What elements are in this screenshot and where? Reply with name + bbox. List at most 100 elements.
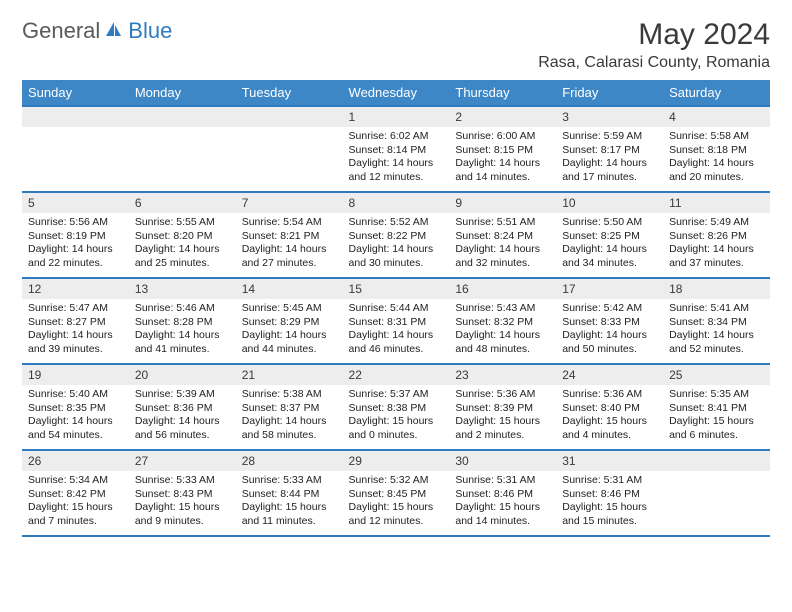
day-number: 31 [556, 451, 663, 471]
calendar-day-cell: 4Sunrise: 5:58 AMSunset: 8:18 PMDaylight… [663, 106, 770, 192]
day-details: Sunrise: 5:35 AMSunset: 8:41 PMDaylight:… [663, 385, 770, 447]
day-details: Sunrise: 5:50 AMSunset: 8:25 PMDaylight:… [556, 213, 663, 275]
day-number: 28 [236, 451, 343, 471]
day-header: Monday [129, 80, 236, 106]
day-number: 10 [556, 193, 663, 213]
logo-sail-icon [104, 20, 124, 43]
calendar-day-cell [129, 106, 236, 192]
day-details: Sunrise: 5:39 AMSunset: 8:36 PMDaylight:… [129, 385, 236, 447]
calendar-day-cell: 7Sunrise: 5:54 AMSunset: 8:21 PMDaylight… [236, 192, 343, 278]
day-number: 21 [236, 365, 343, 385]
day-details: Sunrise: 5:59 AMSunset: 8:17 PMDaylight:… [556, 127, 663, 189]
calendar-day-cell: 24Sunrise: 5:36 AMSunset: 8:40 PMDayligh… [556, 364, 663, 450]
day-details: Sunrise: 5:31 AMSunset: 8:46 PMDaylight:… [556, 471, 663, 533]
calendar-day-cell: 19Sunrise: 5:40 AMSunset: 8:35 PMDayligh… [22, 364, 129, 450]
calendar-day-cell: 12Sunrise: 5:47 AMSunset: 8:27 PMDayligh… [22, 278, 129, 364]
day-number: 3 [556, 107, 663, 127]
calendar-day-cell: 11Sunrise: 5:49 AMSunset: 8:26 PMDayligh… [663, 192, 770, 278]
day-number: 17 [556, 279, 663, 299]
day-details: Sunrise: 5:37 AMSunset: 8:38 PMDaylight:… [343, 385, 450, 447]
calendar-week-row: 1Sunrise: 6:02 AMSunset: 8:14 PMDaylight… [22, 106, 770, 192]
day-details: Sunrise: 5:36 AMSunset: 8:39 PMDaylight:… [449, 385, 556, 447]
day-number: 27 [129, 451, 236, 471]
day-number: 29 [343, 451, 450, 471]
day-details: Sunrise: 5:31 AMSunset: 8:46 PMDaylight:… [449, 471, 556, 533]
day-header: Wednesday [343, 80, 450, 106]
calendar-day-cell: 17Sunrise: 5:42 AMSunset: 8:33 PMDayligh… [556, 278, 663, 364]
day-number: 9 [449, 193, 556, 213]
calendar-day-cell [663, 450, 770, 536]
calendar-day-cell: 30Sunrise: 5:31 AMSunset: 8:46 PMDayligh… [449, 450, 556, 536]
day-details: Sunrise: 5:34 AMSunset: 8:42 PMDaylight:… [22, 471, 129, 533]
calendar-day-cell: 15Sunrise: 5:44 AMSunset: 8:31 PMDayligh… [343, 278, 450, 364]
calendar-day-cell: 14Sunrise: 5:45 AMSunset: 8:29 PMDayligh… [236, 278, 343, 364]
day-number: 23 [449, 365, 556, 385]
day-number: 25 [663, 365, 770, 385]
calendar-week-row: 19Sunrise: 5:40 AMSunset: 8:35 PMDayligh… [22, 364, 770, 450]
logo-text-general: General [22, 18, 100, 44]
calendar-week-row: 12Sunrise: 5:47 AMSunset: 8:27 PMDayligh… [22, 278, 770, 364]
day-number: 12 [22, 279, 129, 299]
calendar-table: Sunday Monday Tuesday Wednesday Thursday… [22, 80, 770, 537]
calendar-day-cell: 22Sunrise: 5:37 AMSunset: 8:38 PMDayligh… [343, 364, 450, 450]
calendar-day-cell [236, 106, 343, 192]
day-details: Sunrise: 5:32 AMSunset: 8:45 PMDaylight:… [343, 471, 450, 533]
day-number: 7 [236, 193, 343, 213]
logo-text-blue: Blue [128, 18, 172, 44]
calendar-day-cell: 8Sunrise: 5:52 AMSunset: 8:22 PMDaylight… [343, 192, 450, 278]
day-number: 14 [236, 279, 343, 299]
day-details: Sunrise: 6:00 AMSunset: 8:15 PMDaylight:… [449, 127, 556, 189]
calendar-day-cell: 18Sunrise: 5:41 AMSunset: 8:34 PMDayligh… [663, 278, 770, 364]
day-details: Sunrise: 5:56 AMSunset: 8:19 PMDaylight:… [22, 213, 129, 275]
day-number: 26 [22, 451, 129, 471]
day-number: 30 [449, 451, 556, 471]
day-number: 5 [22, 193, 129, 213]
title-block: May 2024 Rasa, Calarasi County, Romania [538, 18, 770, 72]
day-details: Sunrise: 5:44 AMSunset: 8:31 PMDaylight:… [343, 299, 450, 361]
day-number: 16 [449, 279, 556, 299]
month-title: May 2024 [538, 18, 770, 52]
day-header: Saturday [663, 80, 770, 106]
day-number: 2 [449, 107, 556, 127]
day-details: Sunrise: 5:49 AMSunset: 8:26 PMDaylight:… [663, 213, 770, 275]
calendar-header-row: Sunday Monday Tuesday Wednesday Thursday… [22, 80, 770, 106]
day-number [236, 107, 343, 127]
day-number [22, 107, 129, 127]
calendar-day-cell: 2Sunrise: 6:00 AMSunset: 8:15 PMDaylight… [449, 106, 556, 192]
day-number: 13 [129, 279, 236, 299]
day-details: Sunrise: 5:33 AMSunset: 8:44 PMDaylight:… [236, 471, 343, 533]
calendar-day-cell: 13Sunrise: 5:46 AMSunset: 8:28 PMDayligh… [129, 278, 236, 364]
day-details: Sunrise: 5:55 AMSunset: 8:20 PMDaylight:… [129, 213, 236, 275]
day-number: 8 [343, 193, 450, 213]
day-details: Sunrise: 5:54 AMSunset: 8:21 PMDaylight:… [236, 213, 343, 275]
day-header: Sunday [22, 80, 129, 106]
calendar-day-cell: 10Sunrise: 5:50 AMSunset: 8:25 PMDayligh… [556, 192, 663, 278]
calendar-day-cell [22, 106, 129, 192]
day-details: Sunrise: 5:52 AMSunset: 8:22 PMDaylight:… [343, 213, 450, 275]
calendar-day-cell: 23Sunrise: 5:36 AMSunset: 8:39 PMDayligh… [449, 364, 556, 450]
day-details: Sunrise: 5:45 AMSunset: 8:29 PMDaylight:… [236, 299, 343, 361]
calendar-day-cell: 5Sunrise: 5:56 AMSunset: 8:19 PMDaylight… [22, 192, 129, 278]
calendar-day-cell: 9Sunrise: 5:51 AMSunset: 8:24 PMDaylight… [449, 192, 556, 278]
day-number: 24 [556, 365, 663, 385]
day-details: Sunrise: 5:58 AMSunset: 8:18 PMDaylight:… [663, 127, 770, 189]
day-details: Sunrise: 5:43 AMSunset: 8:32 PMDaylight:… [449, 299, 556, 361]
location-text: Rasa, Calarasi County, Romania [538, 54, 770, 72]
day-details: Sunrise: 5:38 AMSunset: 8:37 PMDaylight:… [236, 385, 343, 447]
calendar-day-cell: 27Sunrise: 5:33 AMSunset: 8:43 PMDayligh… [129, 450, 236, 536]
day-number: 6 [129, 193, 236, 213]
day-header: Thursday [449, 80, 556, 106]
day-number [663, 451, 770, 471]
day-details: Sunrise: 5:36 AMSunset: 8:40 PMDaylight:… [556, 385, 663, 447]
day-number: 1 [343, 107, 450, 127]
calendar-day-cell: 21Sunrise: 5:38 AMSunset: 8:37 PMDayligh… [236, 364, 343, 450]
day-details: Sunrise: 5:47 AMSunset: 8:27 PMDaylight:… [22, 299, 129, 361]
day-details: Sunrise: 6:02 AMSunset: 8:14 PMDaylight:… [343, 127, 450, 189]
day-number: 4 [663, 107, 770, 127]
calendar-day-cell: 26Sunrise: 5:34 AMSunset: 8:42 PMDayligh… [22, 450, 129, 536]
calendar-day-cell: 16Sunrise: 5:43 AMSunset: 8:32 PMDayligh… [449, 278, 556, 364]
day-details: Sunrise: 5:51 AMSunset: 8:24 PMDaylight:… [449, 213, 556, 275]
calendar-day-cell: 20Sunrise: 5:39 AMSunset: 8:36 PMDayligh… [129, 364, 236, 450]
page-header: General Blue May 2024 Rasa, Calarasi Cou… [22, 18, 770, 72]
calendar-day-cell: 31Sunrise: 5:31 AMSunset: 8:46 PMDayligh… [556, 450, 663, 536]
